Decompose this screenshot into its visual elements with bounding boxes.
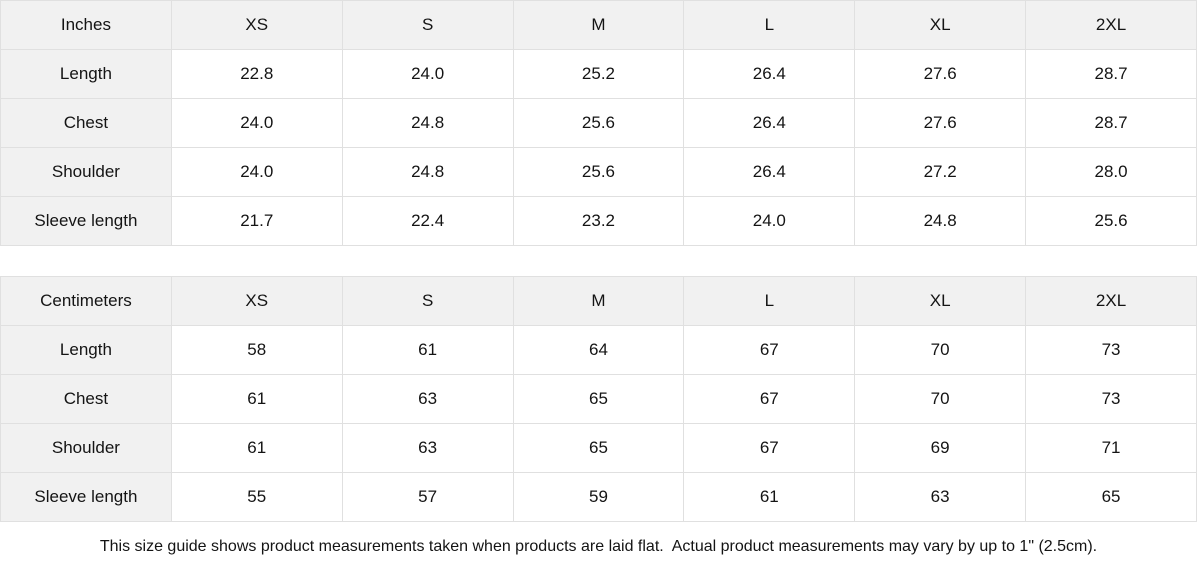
measurement-value-cell: 67 (683, 423, 856, 473)
measurement-value-cell: 24.0 (683, 196, 856, 246)
unit-header-cell: Centimeters (0, 276, 172, 326)
measurement-value-cell: 55 (170, 472, 343, 522)
size-header-cell: L (683, 0, 856, 50)
measurement-value-cell: 28.0 (1025, 147, 1197, 197)
measurement-value-cell: 69 (854, 423, 1027, 473)
size-guide-disclaimer: This size guide shows product measuremen… (0, 522, 1197, 572)
table-row: Chest 61 63 65 67 70 73 (0, 374, 1197, 424)
centimeters-header-row: Centimeters XS S M L XL 2XL (0, 276, 1197, 326)
size-header-cell: M (512, 0, 685, 50)
measurement-value-cell: 26.4 (683, 147, 856, 197)
centimeters-table: Centimeters XS S M L XL 2XL Length 58 61… (0, 276, 1197, 522)
table-row: Sleeve length 55 57 59 61 63 65 (0, 472, 1197, 522)
measurement-value-cell: 67 (683, 374, 856, 424)
unit-header-cell: Inches (0, 0, 172, 50)
measurement-value-cell: 23.2 (512, 196, 685, 246)
measurement-value-cell: 65 (512, 423, 685, 473)
table-row: Sleeve length 21.7 22.4 23.2 24.0 24.8 2… (0, 196, 1197, 246)
size-header-cell: XS (170, 0, 343, 50)
measurement-value-cell: 22.4 (341, 196, 514, 246)
measurement-value-cell: 63 (341, 374, 514, 424)
measurement-value-cell: 25.2 (512, 49, 685, 99)
size-header-cell: L (683, 276, 856, 326)
measurement-label-cell: Sleeve length (0, 472, 172, 522)
measurement-value-cell: 61 (341, 325, 514, 375)
measurement-value-cell: 59 (512, 472, 685, 522)
measurement-value-cell: 25.6 (512, 98, 685, 148)
measurement-label-cell: Sleeve length (0, 196, 172, 246)
measurement-value-cell: 65 (512, 374, 685, 424)
measurement-value-cell: 24.0 (341, 49, 514, 99)
measurement-label-cell: Shoulder (0, 423, 172, 473)
measurement-value-cell: 27.2 (854, 147, 1027, 197)
measurement-value-cell: 73 (1025, 374, 1197, 424)
table-gap (0, 246, 1197, 276)
table-row: Chest 24.0 24.8 25.6 26.4 27.6 28.7 (0, 98, 1197, 148)
measurement-value-cell: 26.4 (683, 49, 856, 99)
measurement-label-cell: Length (0, 49, 172, 99)
size-header-cell: 2XL (1025, 0, 1197, 50)
measurement-value-cell: 61 (683, 472, 856, 522)
measurement-value-cell: 24.8 (341, 98, 514, 148)
table-row: Length 22.8 24.0 25.2 26.4 27.6 28.7 (0, 49, 1197, 99)
table-row: Length 58 61 64 67 70 73 (0, 325, 1197, 375)
measurement-label-cell: Chest (0, 374, 172, 424)
size-header-cell: XS (170, 276, 343, 326)
measurement-value-cell: 24.8 (341, 147, 514, 197)
measurement-value-cell: 63 (854, 472, 1027, 522)
measurement-label-cell: Chest (0, 98, 172, 148)
measurement-value-cell: 26.4 (683, 98, 856, 148)
measurement-value-cell: 21.7 (170, 196, 343, 246)
measurement-value-cell: 22.8 (170, 49, 343, 99)
size-header-cell: S (341, 0, 514, 50)
measurement-value-cell: 28.7 (1025, 49, 1197, 99)
measurement-value-cell: 63 (341, 423, 514, 473)
size-header-cell: XL (854, 276, 1027, 326)
measurement-value-cell: 24.0 (170, 147, 343, 197)
measurement-value-cell: 61 (170, 374, 343, 424)
measurement-value-cell: 27.6 (854, 98, 1027, 148)
disclaimer-text: This size guide shows product measuremen… (99, 538, 1098, 555)
measurement-value-cell: 67 (683, 325, 856, 375)
table-row: Shoulder 24.0 24.8 25.6 26.4 27.2 28.0 (0, 147, 1197, 197)
measurement-value-cell: 61 (170, 423, 343, 473)
measurement-value-cell: 57 (341, 472, 514, 522)
measurement-value-cell: 65 (1025, 472, 1197, 522)
measurement-value-cell: 27.6 (854, 49, 1027, 99)
size-header-cell: S (341, 276, 514, 326)
measurement-value-cell: 25.6 (1025, 196, 1197, 246)
measurement-value-cell: 71 (1025, 423, 1197, 473)
measurement-value-cell: 24.0 (170, 98, 343, 148)
measurement-label-cell: Shoulder (0, 147, 172, 197)
measurement-value-cell: 70 (854, 374, 1027, 424)
size-header-cell: 2XL (1025, 276, 1197, 326)
measurement-value-cell: 25.6 (512, 147, 685, 197)
measurement-label-cell: Length (0, 325, 172, 375)
inches-table: Inches XS S M L XL 2XL Length 22.8 24.0 … (0, 0, 1197, 246)
table-row: Shoulder 61 63 65 67 69 71 (0, 423, 1197, 473)
measurement-value-cell: 28.7 (1025, 98, 1197, 148)
measurement-value-cell: 64 (512, 325, 685, 375)
measurement-value-cell: 24.8 (854, 196, 1027, 246)
size-header-cell: M (512, 276, 685, 326)
measurement-value-cell: 58 (170, 325, 343, 375)
measurement-value-cell: 73 (1025, 325, 1197, 375)
size-header-cell: XL (854, 0, 1027, 50)
measurement-value-cell: 70 (854, 325, 1027, 375)
inches-header-row: Inches XS S M L XL 2XL (0, 0, 1197, 50)
